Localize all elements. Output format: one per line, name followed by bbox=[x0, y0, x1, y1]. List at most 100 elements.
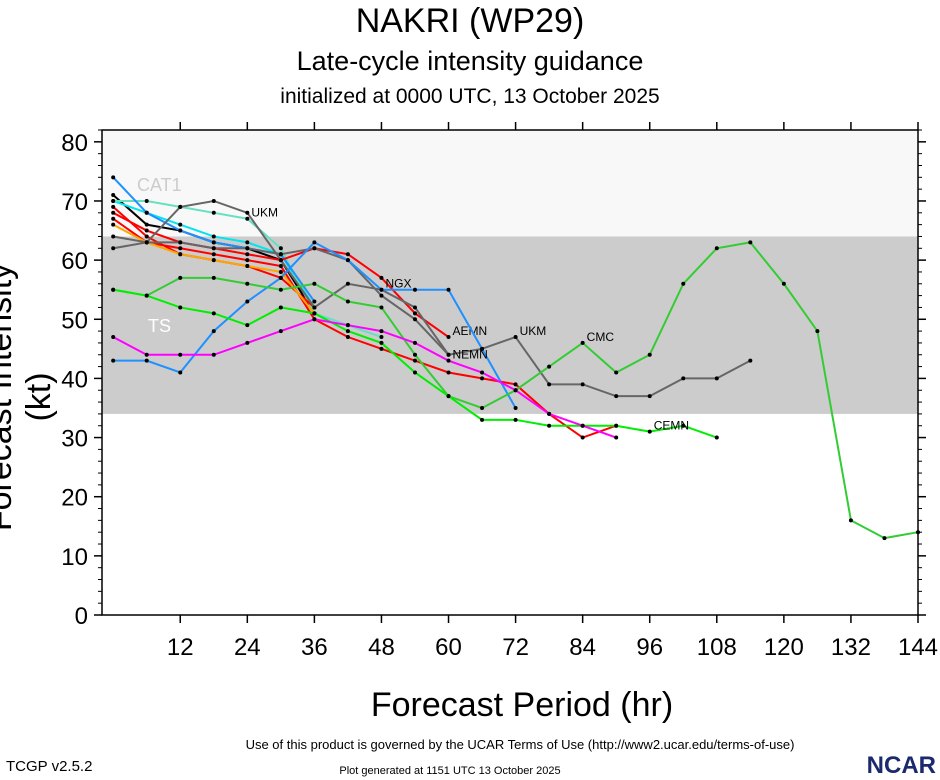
data-point bbox=[211, 258, 216, 263]
data-point bbox=[345, 323, 350, 328]
data-point bbox=[245, 252, 250, 257]
data-point bbox=[614, 423, 619, 428]
y-tick-label: 80 bbox=[61, 130, 88, 157]
data-point bbox=[916, 530, 920, 535]
data-point bbox=[278, 305, 283, 310]
data-point bbox=[446, 370, 451, 375]
x-tick-label: 108 bbox=[697, 634, 737, 661]
data-point bbox=[580, 423, 585, 428]
y-tick-label: 20 bbox=[61, 485, 88, 512]
data-point bbox=[681, 423, 686, 428]
data-point bbox=[178, 275, 183, 280]
data-point bbox=[345, 258, 350, 263]
data-point bbox=[312, 240, 317, 245]
data-point bbox=[379, 275, 384, 280]
data-point bbox=[345, 281, 350, 286]
data-point bbox=[144, 358, 149, 363]
band-label-ts: TS bbox=[148, 316, 171, 336]
x-tick-label: 96 bbox=[636, 634, 663, 661]
series-label: UKM bbox=[251, 206, 278, 220]
data-point bbox=[245, 323, 250, 328]
data-point bbox=[111, 246, 116, 251]
data-point bbox=[714, 246, 719, 251]
data-point bbox=[111, 234, 116, 239]
data-point bbox=[211, 311, 216, 316]
x-tick-label: 60 bbox=[435, 634, 462, 661]
y-tick-label: 0 bbox=[75, 603, 88, 630]
x-tick-label: 36 bbox=[301, 634, 328, 661]
x-tick-label: 72 bbox=[502, 634, 529, 661]
data-point bbox=[211, 210, 216, 215]
data-point bbox=[211, 275, 216, 280]
data-point bbox=[647, 352, 652, 357]
data-point bbox=[781, 281, 786, 286]
data-point bbox=[278, 246, 283, 251]
data-point bbox=[882, 536, 887, 541]
chart-init-time: initialized at 0000 UTC, 13 October 2025 bbox=[280, 85, 660, 108]
data-point bbox=[815, 329, 820, 334]
data-point bbox=[312, 246, 317, 251]
y-tick-label: 30 bbox=[61, 426, 88, 453]
data-point bbox=[178, 240, 183, 245]
data-point bbox=[614, 435, 619, 440]
data-point bbox=[312, 281, 317, 286]
series-line-13 bbox=[112, 318, 617, 439]
data-point bbox=[345, 335, 350, 340]
data-point bbox=[480, 370, 485, 375]
data-point bbox=[211, 352, 216, 357]
y-tick-label: 70 bbox=[61, 189, 88, 216]
data-point bbox=[245, 340, 250, 345]
data-point bbox=[278, 264, 283, 269]
data-point bbox=[446, 358, 451, 363]
data-point bbox=[480, 376, 485, 381]
series-label: NEMN bbox=[453, 348, 488, 362]
data-point bbox=[379, 293, 384, 298]
data-point bbox=[446, 352, 451, 357]
x-tick-label: 12 bbox=[167, 634, 194, 661]
data-point bbox=[714, 435, 719, 440]
data-point bbox=[245, 258, 250, 263]
data-point bbox=[714, 376, 719, 381]
data-point bbox=[480, 346, 485, 351]
data-point bbox=[144, 352, 149, 357]
series-label: CMC bbox=[587, 330, 615, 344]
data-point bbox=[178, 305, 183, 310]
data-point bbox=[848, 518, 853, 523]
data-point bbox=[178, 252, 183, 257]
series-label: NGX bbox=[385, 277, 411, 291]
data-point bbox=[278, 269, 283, 274]
data-point bbox=[144, 228, 149, 233]
generated-time: Plot generated at 1151 UTC 13 October 20… bbox=[339, 765, 561, 777]
data-point bbox=[144, 240, 149, 245]
data-point bbox=[111, 222, 116, 227]
data-point bbox=[245, 299, 250, 304]
data-point bbox=[245, 240, 250, 245]
y-tick-label: 40 bbox=[61, 366, 88, 393]
data-point bbox=[312, 317, 317, 322]
data-point bbox=[580, 435, 585, 440]
data-point bbox=[144, 234, 149, 239]
data-point bbox=[513, 335, 518, 340]
data-point bbox=[379, 346, 384, 351]
data-point bbox=[111, 210, 116, 215]
data-point bbox=[480, 405, 485, 410]
data-point bbox=[312, 305, 317, 310]
data-point bbox=[245, 216, 250, 221]
x-tick-label: 144 bbox=[898, 634, 938, 661]
data-point bbox=[178, 204, 183, 209]
x-tick-label: 24 bbox=[234, 634, 261, 661]
data-point bbox=[245, 246, 250, 251]
data-point bbox=[312, 311, 317, 316]
data-point bbox=[278, 252, 283, 257]
data-point bbox=[345, 252, 350, 257]
data-point bbox=[446, 287, 451, 292]
data-point bbox=[111, 175, 116, 180]
data-point bbox=[111, 216, 116, 221]
series-label: CEMN bbox=[654, 419, 689, 433]
data-point bbox=[345, 329, 350, 334]
data-point bbox=[211, 234, 216, 239]
data-point bbox=[144, 222, 149, 227]
data-point bbox=[412, 370, 417, 375]
series-line-6 bbox=[112, 217, 617, 439]
